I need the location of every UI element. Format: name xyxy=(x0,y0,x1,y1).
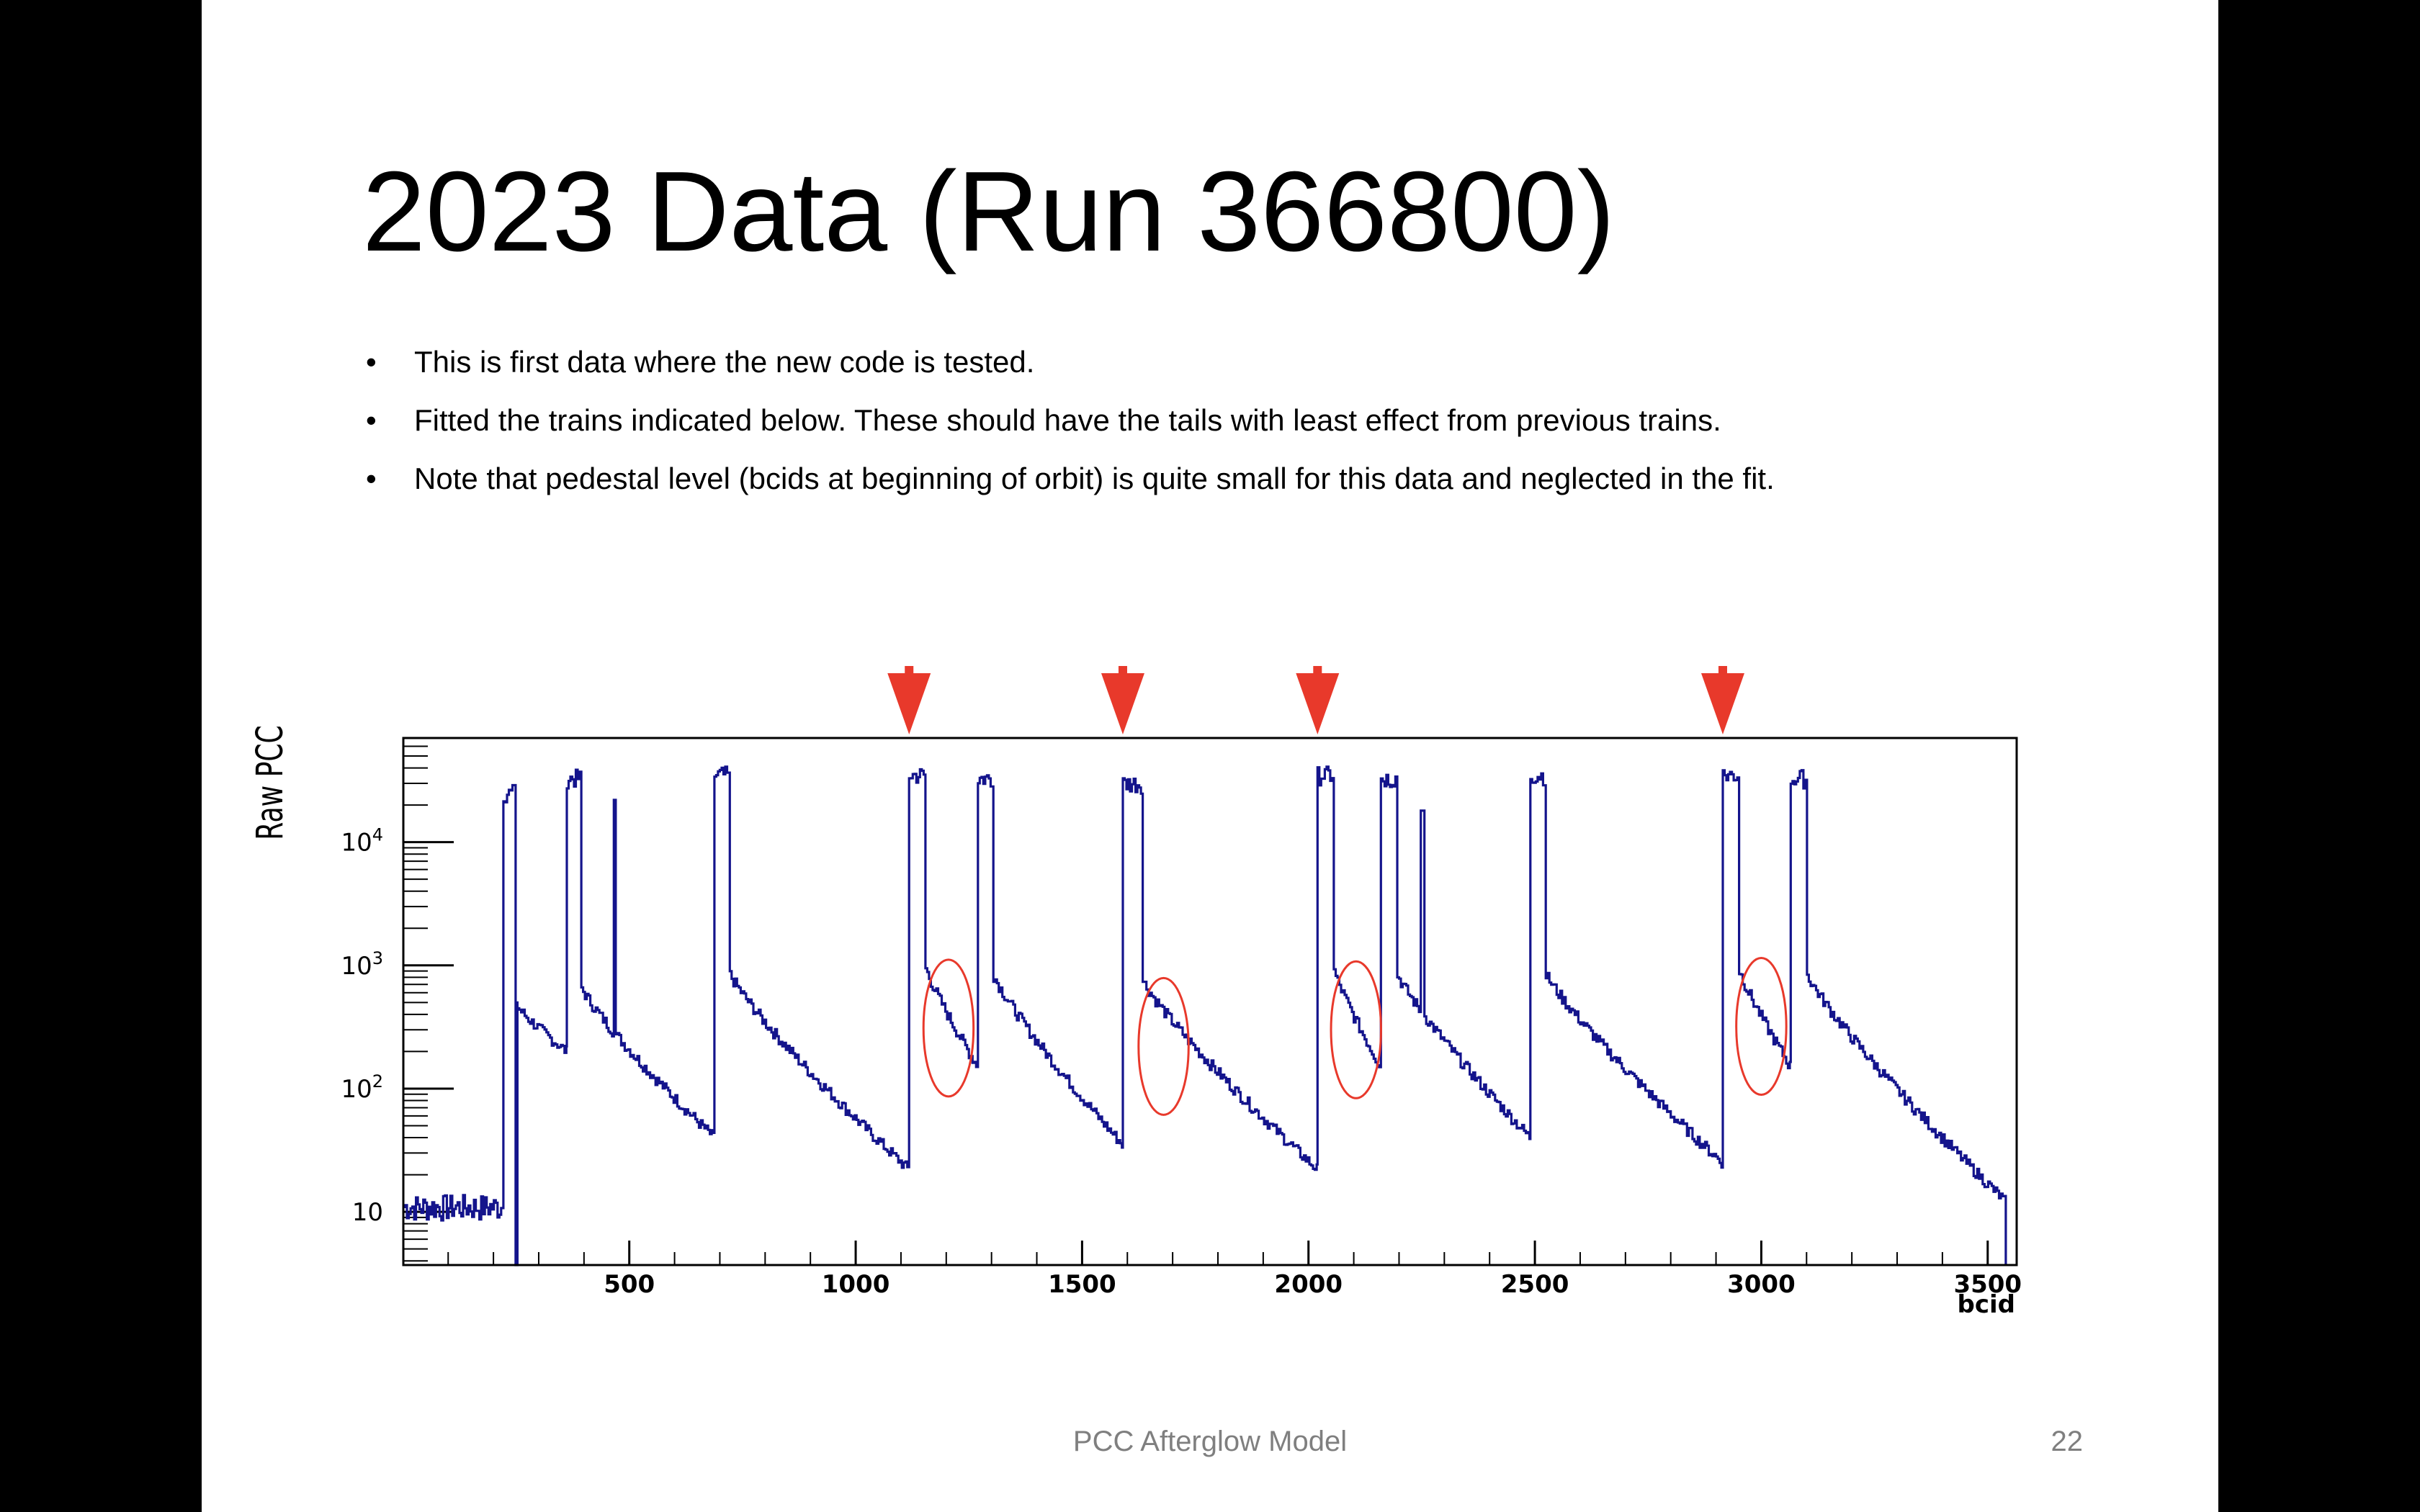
annotation-layer xyxy=(887,666,1788,1116)
train-marker-arrow-icon xyxy=(887,666,931,734)
bullet-item: • Fitted the trains indicated below. Thes… xyxy=(366,402,1775,438)
x-tick-label: 500 xyxy=(604,1270,655,1299)
y-tick-label: 102 xyxy=(341,1071,383,1104)
fitted-tail-circle xyxy=(1137,976,1190,1116)
y-tick-exponent: 3 xyxy=(372,948,383,968)
slide-title: 2023 Data (Run 366800) xyxy=(362,148,1615,275)
x-tick-label: 1000 xyxy=(822,1270,890,1299)
train-marker-arrow-icon xyxy=(1101,666,1144,734)
y-tick-exponent: 4 xyxy=(372,825,383,845)
y-axis-title: Raw PCC xyxy=(249,725,292,840)
x-tick-label: 2500 xyxy=(1501,1270,1569,1299)
y-tick-label: 10 xyxy=(352,1198,383,1227)
fitted-tail-circle xyxy=(922,958,975,1098)
x-tick-label: 3000 xyxy=(1727,1270,1796,1299)
y-axis-title-group: Raw PCC xyxy=(249,725,292,840)
bullet-text: Fitted the trains indicated below. These… xyxy=(414,403,1721,437)
x-tick-label: 1500 xyxy=(1048,1270,1116,1299)
y-tick-exponent: 2 xyxy=(372,1071,383,1092)
bullet-item: • Note that pedestal level (bcids at begi… xyxy=(366,461,1775,497)
series-layer xyxy=(403,765,2007,1266)
x-tick-label: 2000 xyxy=(1274,1270,1343,1299)
y-tick-base: 10 xyxy=(352,1198,383,1227)
page-number: 22 xyxy=(2051,1426,2084,1457)
bullet-item: • This is first data where the new code i… xyxy=(366,344,1775,380)
y-tick-base: 10 xyxy=(341,952,372,981)
plot-frame xyxy=(402,737,2018,1266)
raw-pcc-series-line xyxy=(403,765,2007,1266)
footer-text: PCC Afterglow Model xyxy=(1072,1426,1348,1457)
train-marker-arrow-icon xyxy=(1700,666,1744,734)
bullet-glyph: • xyxy=(366,403,377,437)
x-axis-title: bcid xyxy=(1958,1290,2015,1319)
x-tick-label: 3500 xyxy=(1953,1270,2022,1299)
y-tick-base: 10 xyxy=(341,829,372,858)
bullet-list: • This is first data where the new code i… xyxy=(366,344,1775,519)
y-tick-base: 10 xyxy=(341,1075,372,1104)
fitted-tail-circle xyxy=(1330,960,1382,1099)
train-marker-arrow-icon xyxy=(1296,666,1340,734)
y-tick-label: 103 xyxy=(341,948,383,981)
slide: 2023 Data (Run 366800) • This is first da… xyxy=(202,0,2218,1512)
bullet-glyph: • xyxy=(366,345,377,379)
bullet-text: Note that pedestal level (bcids at begin… xyxy=(414,462,1775,495)
y-tick-label: 104 xyxy=(341,825,383,858)
fitted-tail-circle xyxy=(1735,956,1788,1096)
bullet-text: This is first data where the new code is… xyxy=(414,345,1035,379)
bullet-glyph: • xyxy=(366,462,377,495)
